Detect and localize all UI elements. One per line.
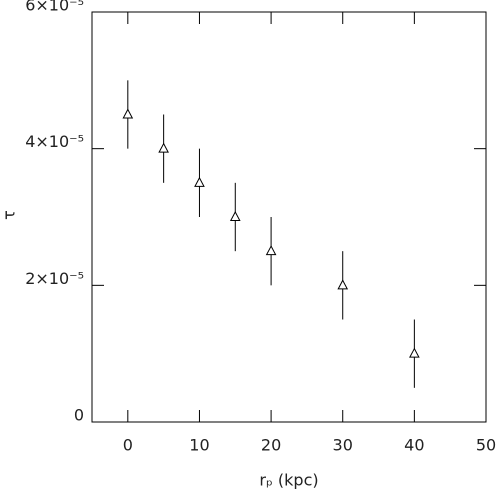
- y-tick-label: 2×10⁻⁵: [25, 269, 84, 288]
- x-axis-label: rₚ (kpc): [259, 471, 318, 490]
- y-tick-label: 4×10⁻⁵: [25, 132, 84, 151]
- data-point: [337, 279, 349, 290]
- x-tick-label: 50: [476, 436, 496, 455]
- data-point: [229, 210, 241, 221]
- y-tick-label: 0: [74, 406, 84, 425]
- y-axis-label: τ: [0, 210, 19, 220]
- x-tick-label: 30: [333, 436, 353, 455]
- x-tick-label: 0: [123, 436, 133, 455]
- x-tick-label: 20: [261, 436, 281, 455]
- x-tick-label: 10: [189, 436, 209, 455]
- x-tick-label: 40: [404, 436, 424, 455]
- data-point: [194, 176, 205, 187]
- data-point: [122, 108, 134, 119]
- data-point: [158, 142, 169, 153]
- plot-frame: [91, 11, 487, 423]
- data-point: [265, 245, 277, 256]
- y-tick-label: 6×10⁻⁵: [25, 0, 84, 15]
- data-point: [409, 347, 420, 358]
